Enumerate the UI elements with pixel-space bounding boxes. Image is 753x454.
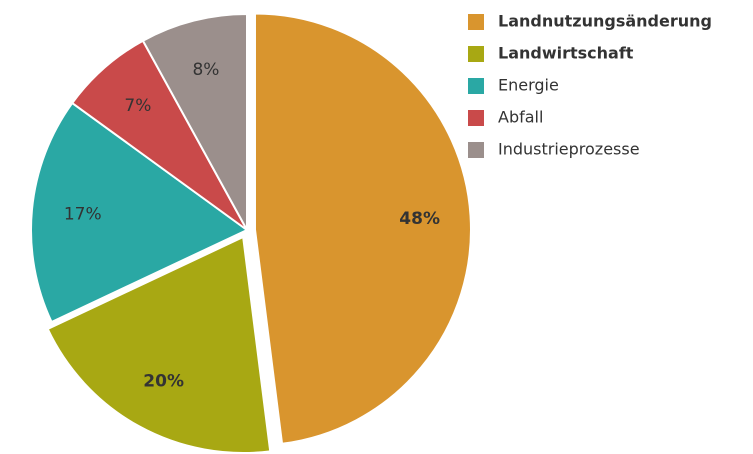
slice-label: 20% (143, 372, 184, 392)
legend-label: Landwirtschaft (498, 44, 634, 63)
pie-slice (141, 12, 248, 231)
slice-label: 8% (192, 60, 219, 80)
pie-slice (46, 235, 272, 454)
slice-label: 17% (64, 204, 102, 224)
legend-swatch (468, 110, 484, 126)
pie-slice (253, 12, 472, 445)
legend-label: Energie (498, 76, 559, 95)
legend-label: Landnutzungsänderung (498, 12, 712, 31)
legend-label: Industrieprozesse (498, 140, 640, 159)
slice-label: 48% (399, 209, 440, 229)
legend-label: Abfall (498, 108, 543, 127)
legend-swatch (468, 46, 484, 62)
legend-swatch (468, 14, 484, 30)
slice-label: 7% (124, 96, 151, 116)
pie-slice (30, 101, 249, 324)
legend-swatch (468, 78, 484, 94)
legend-swatch (468, 142, 484, 158)
